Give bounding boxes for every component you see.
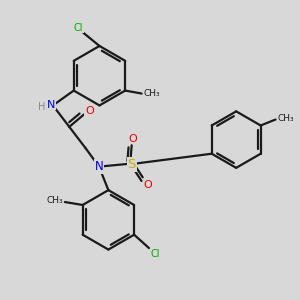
Text: H: H: [38, 102, 45, 112]
Text: O: O: [85, 106, 94, 116]
Text: O: O: [128, 134, 137, 144]
Text: N: N: [94, 160, 103, 173]
Text: Cl: Cl: [150, 249, 160, 259]
Text: S: S: [128, 158, 136, 171]
Text: CH₃: CH₃: [143, 89, 160, 98]
Text: CH₃: CH₃: [46, 196, 63, 205]
Text: N: N: [47, 100, 55, 110]
Text: Cl: Cl: [74, 22, 83, 32]
Text: O: O: [144, 180, 152, 190]
Text: CH₃: CH₃: [278, 113, 294, 122]
